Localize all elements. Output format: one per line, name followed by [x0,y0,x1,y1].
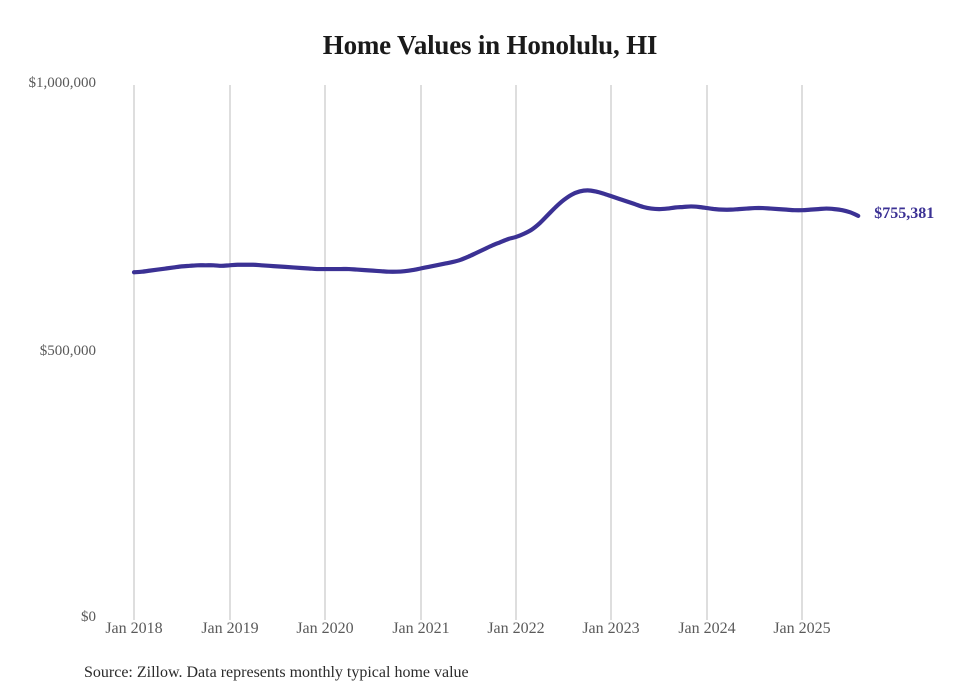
x-axis-tick-label: Jan 2020 [296,620,354,637]
x-axis-tick-label: Jan 2023 [582,620,640,637]
x-axis-tick-label: Jan 2021 [392,620,450,637]
home-value-line [131,188,861,275]
x-axis-tick-label: Jan 2024 [678,620,736,637]
end-value-annotation: $755,381 [874,204,935,222]
y-axis-tick-label: $1,000,000 [28,75,97,91]
x-axis-tick-label: Jan 2018 [105,620,163,637]
page-title: Home Values in Honolulu, HI [322,30,658,60]
y-axis-tick-label: $0 [81,609,96,625]
x-axis-tick-label: Jan 2019 [201,620,259,637]
gridlines-group [133,85,803,620]
x-axis-tick-label: Jan 2025 [773,620,831,637]
x-axis-tick-label: Jan 2022 [487,620,545,637]
y-axis-tick-label: $500,000 [39,343,96,359]
source-note: Source: Zillow. Data represents monthly … [84,664,469,681]
